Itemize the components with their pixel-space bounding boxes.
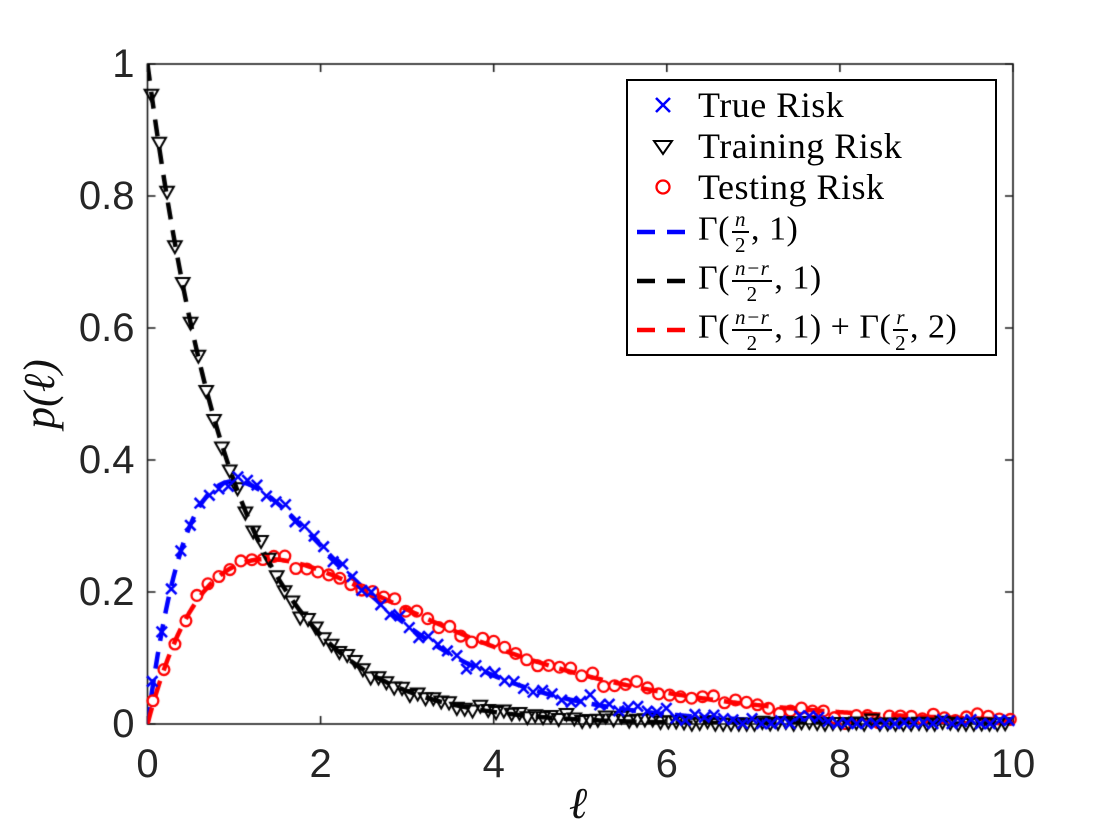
y-tick-label: 0.4 xyxy=(78,438,135,482)
y-axis-label: p(ℓ) xyxy=(15,359,64,429)
legend-entry: Γ(n−r 2, 1) + Γ(r 2, 2) xyxy=(628,304,995,355)
x-tick-label: 8 xyxy=(828,742,852,786)
x-tick-label: 6 xyxy=(655,742,678,786)
legend-label: Testing Risk xyxy=(698,166,885,207)
y-tick-label: 1 xyxy=(112,42,135,86)
y-tick-label: 0.2 xyxy=(78,570,135,614)
legend-dashed-line-sample xyxy=(628,218,698,246)
legend-dashed-line-sample xyxy=(628,316,698,344)
legend-entry: Testing Risk xyxy=(628,166,995,207)
legend-label: Γ(n−r 2, 1) + Γ(r 2, 2) xyxy=(698,304,958,355)
legend-triangle-down-marker-icon xyxy=(628,132,698,160)
x-tick-label: 0 xyxy=(136,742,159,786)
legend-entry: True Risk xyxy=(628,84,995,125)
legend-label: Γ(n−r 2, 1) xyxy=(698,255,822,306)
legend-label: Γ(n 2, 1) xyxy=(698,206,799,257)
x-axis-label: ℓ xyxy=(568,779,588,828)
legend-entry: Γ(n−r 2, 1) xyxy=(628,255,995,306)
legend-entry: Γ(n 2, 1) xyxy=(628,206,995,257)
legend-circle-marker-icon xyxy=(628,173,698,201)
legend-entry: Training Risk xyxy=(628,125,995,166)
y-tick-label: 0.8 xyxy=(78,174,135,218)
legend-label: Training Risk xyxy=(698,125,903,166)
legend-x-marker-icon xyxy=(628,91,698,119)
y-tick-label: 0 xyxy=(112,702,135,746)
x-tick-label: 10 xyxy=(990,742,1036,786)
x-tick-label: 4 xyxy=(482,742,505,786)
legend: True Risk Training Risk Testing Risk Γ(n 2, … xyxy=(626,79,997,356)
x-tick-label: 2 xyxy=(309,742,332,786)
y-tick-label: 0.6 xyxy=(78,306,135,350)
legend-dashed-line-sample xyxy=(628,267,698,295)
legend-label: True Risk xyxy=(698,84,845,125)
